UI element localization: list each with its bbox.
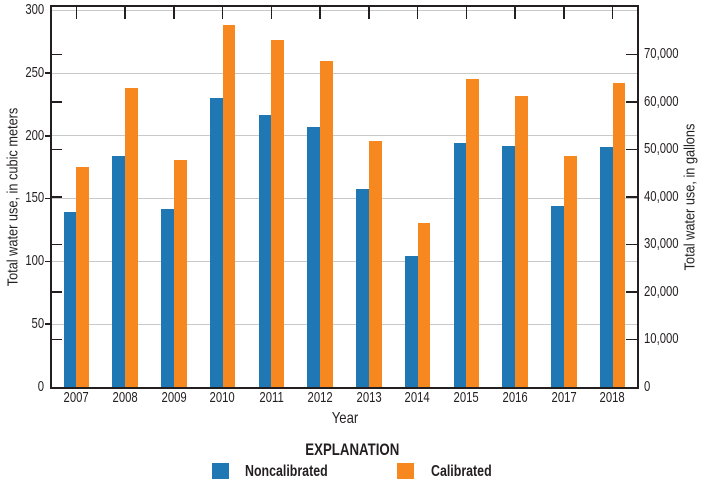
x-tick-label-2008: 2008 (112, 390, 138, 406)
plot-area (50, 5, 639, 389)
left-tick-label-250: 250 (25, 64, 44, 81)
bar-calibrated-2014 (417, 222, 431, 387)
bar-calibrated-2016 (515, 95, 528, 387)
top-tick-2018 (611, 7, 614, 19)
left-inner-tick-70,000 (52, 53, 62, 56)
bar-calibrated-2008 (125, 88, 138, 387)
bar-calibrated-2015 (466, 79, 480, 387)
bar-calibrated-2012 (320, 60, 333, 387)
x-tick-label-2018: 2018 (600, 390, 626, 406)
bar-noncalibrated-2008 (112, 155, 126, 387)
legend-label-calibrated: Calibrated (431, 463, 492, 480)
right-tick-60,000 (626, 101, 637, 103)
right-tick-label-30,000: 30,000 (643, 236, 679, 253)
left-tick-label-100: 100 (25, 253, 44, 270)
bar-noncalibrated-2013 (356, 188, 369, 387)
bar-calibrated-2011 (271, 40, 285, 387)
left-tick-150 (45, 197, 52, 200)
gridline-100 (52, 260, 637, 262)
bar-noncalibrated-2012 (307, 127, 321, 387)
left-inner-tick-60,000 (52, 101, 62, 103)
right-tick-70,000 (626, 53, 637, 56)
right-tick-50,000 (626, 148, 637, 151)
left-inner-tick-40,000 (52, 196, 62, 198)
bar-noncalibrated-2017 (551, 206, 564, 387)
left-tick-label-50: 50 (31, 315, 44, 332)
right-tick-label-60,000: 60,000 (643, 93, 679, 110)
top-tick-2007 (75, 7, 78, 19)
x-axis-title: Year (331, 409, 358, 427)
gridline-300 (52, 9, 637, 11)
left-tick-label-0: 0 (37, 378, 44, 395)
x-tick-label-2017: 2017 (551, 390, 577, 406)
left-inner-tick-30,000 (52, 243, 62, 246)
bar-calibrated-2007 (76, 167, 90, 387)
right-tick-30,000 (626, 243, 637, 246)
right-tick-label-20,000: 20,000 (643, 283, 679, 300)
left-inner-tick-50,000 (52, 148, 62, 151)
top-tick-2016 (514, 7, 516, 19)
gridline-50 (52, 323, 637, 325)
right-tick-label-50,000: 50,000 (643, 141, 679, 158)
bar-noncalibrated-2007 (63, 212, 77, 387)
left-tick-label-300: 300 (25, 2, 44, 19)
right-tick-20,000 (626, 291, 637, 293)
x-tick-label-2015: 2015 (453, 390, 479, 406)
top-tick-2009 (173, 7, 175, 19)
bar-calibrated-2010 (222, 25, 236, 387)
x-tick-label-2010: 2010 (210, 390, 236, 406)
right-tick-label-70,000: 70,000 (643, 46, 679, 63)
top-tick-2010 (221, 7, 224, 19)
right-tick-10,000 (626, 338, 637, 341)
bar-noncalibrated-2011 (258, 114, 272, 387)
bar-noncalibrated-2010 (209, 98, 223, 387)
right-tick-label-40,000: 40,000 (643, 188, 679, 205)
x-tick-label-2007: 2007 (63, 390, 89, 406)
left-tick-50 (45, 323, 52, 325)
x-tick-label-2009: 2009 (161, 390, 187, 406)
top-tick-2014 (416, 7, 419, 19)
left-tick-200 (45, 135, 52, 137)
x-tick-label-2013: 2013 (356, 390, 382, 406)
x-tick-label-2014: 2014 (405, 390, 431, 406)
legend-swatch-noncalibrated (212, 463, 229, 479)
top-tick-2012 (319, 7, 321, 19)
left-tick-label-150: 150 (25, 190, 44, 207)
left-inner-tick-20,000 (52, 291, 62, 293)
top-tick-2008 (124, 7, 126, 19)
bar-calibrated-2009 (173, 159, 187, 387)
left-tick-250 (45, 72, 52, 74)
top-tick-2017 (563, 7, 565, 19)
legend-label-noncalibrated: Noncalibrated (245, 463, 328, 480)
left-tick-100 (45, 260, 52, 263)
legend-title: EXPLANATION (305, 440, 400, 459)
bar-noncalibrated-2015 (453, 143, 467, 387)
gridline-150 (52, 198, 637, 200)
x-tick-label-2016: 2016 (502, 390, 528, 406)
gridline-200 (52, 135, 637, 137)
bar-calibrated-2013 (368, 140, 382, 387)
bar-calibrated-2018 (612, 83, 626, 387)
bar-noncalibrated-2009 (161, 208, 174, 387)
right-tick-label-10,000: 10,000 (643, 331, 679, 348)
top-tick-2013 (368, 7, 370, 19)
bar-noncalibrated-2018 (599, 147, 613, 387)
x-tick-label-2011: 2011 (259, 390, 284, 406)
left-inner-tick-10,000 (52, 338, 62, 341)
gridline-250 (52, 72, 637, 74)
x-tick-label-2012: 2012 (307, 390, 333, 406)
bar-noncalibrated-2016 (502, 145, 516, 387)
top-tick-2011 (270, 7, 273, 19)
top-tick-2015 (465, 7, 468, 19)
bar-calibrated-2017 (563, 155, 577, 387)
bar-noncalibrated-2014 (404, 256, 418, 387)
left-tick-label-200: 200 (25, 127, 44, 144)
right-tick-40,000 (626, 196, 637, 198)
right-tick-label-0: 0 (643, 378, 650, 395)
legend-swatch-calibrated (397, 463, 414, 479)
